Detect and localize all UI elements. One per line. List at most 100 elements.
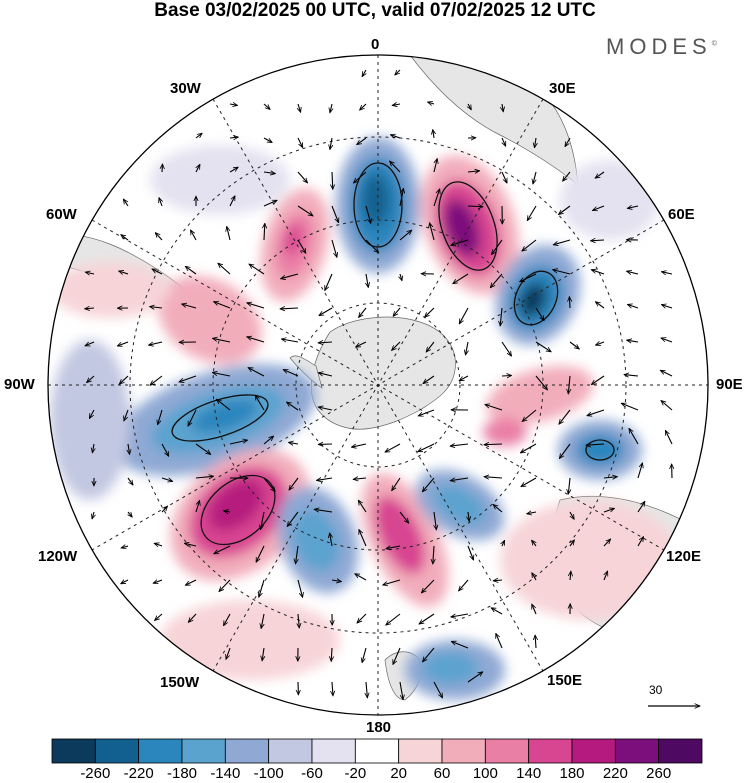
wind-arrow — [521, 477, 537, 487]
wind-arrow — [502, 103, 503, 112]
wind-arrow — [287, 511, 299, 526]
center-positive-165e — [374, 496, 426, 574]
wind-arrow — [318, 407, 333, 411]
colorbar-swatch — [571, 738, 616, 764]
wind-arrow — [249, 264, 265, 275]
colorbar-label: -20 — [344, 765, 367, 782]
wind-arrow — [182, 304, 197, 309]
wind-arrow — [400, 273, 402, 281]
wind-arrow — [262, 647, 264, 661]
wind-arrow — [195, 443, 211, 454]
colorbar-label: -260 — [80, 765, 111, 782]
wind-arrow — [385, 443, 401, 452]
wind-arrow — [553, 239, 571, 245]
wind-arrow — [399, 230, 412, 241]
brand-logo: MODES© — [606, 34, 717, 60]
wind-arrow — [158, 409, 163, 425]
wind-arrow — [467, 545, 474, 560]
wind-arrow — [426, 341, 435, 352]
wind-arrow — [161, 477, 173, 481]
wind-arrow — [433, 545, 434, 564]
wind-arrow — [501, 341, 512, 356]
wind-arrow — [87, 375, 95, 383]
lon-label-upper-left: 60W — [46, 206, 77, 223]
wind-arrow — [664, 430, 673, 445]
wind-arrow — [535, 307, 544, 321]
wind-arrow — [281, 339, 299, 343]
wind-arrow — [128, 511, 132, 517]
wind-arrow — [531, 604, 537, 615]
wind-arrow — [428, 102, 435, 104]
wind-arrow — [127, 477, 133, 485]
wind-arrow — [399, 188, 404, 207]
wind-arrow — [568, 477, 570, 494]
wind-arrow — [553, 270, 571, 275]
wind-arrow — [152, 268, 163, 275]
wind-arrow — [366, 681, 367, 698]
colorbar-label: 20 — [390, 765, 407, 782]
weak-negative-45w-band — [150, 145, 290, 215]
colorbar-label: 140 — [516, 765, 542, 782]
wind-arrow — [433, 130, 434, 139]
wind-arrow — [117, 341, 129, 346]
wind-arrow — [124, 409, 129, 421]
wind-arrow — [520, 273, 537, 283]
wind-arrow — [365, 205, 371, 223]
center-negative-145e — [434, 485, 486, 525]
lon-label-right: 90E — [716, 376, 743, 393]
wind-arrow — [296, 545, 299, 564]
wind-arrow — [569, 297, 570, 309]
wind-arrow — [430, 223, 435, 241]
wind-arrow — [297, 205, 313, 216]
wind-arrow — [360, 103, 367, 110]
wind-arrow — [467, 171, 480, 172]
wind-arrow — [459, 375, 469, 382]
lon-label-upper-right: 60E — [668, 206, 695, 223]
wind-arrow — [314, 509, 333, 512]
wind-arrow — [318, 342, 333, 343]
wind-arrow — [490, 273, 503, 288]
wind-arrow — [522, 239, 537, 251]
wind-arrow — [451, 641, 469, 649]
wind-arrow — [621, 403, 639, 411]
wind-arrow — [216, 399, 231, 411]
wind-arrow — [390, 135, 401, 138]
wind-arrow — [229, 196, 236, 207]
wind-arrow — [390, 161, 401, 173]
wind-arrow — [92, 443, 94, 453]
brand-mark: © — [711, 40, 717, 48]
wind-arrow — [297, 239, 306, 253]
wind-arrow — [226, 647, 231, 659]
wind-arrow — [283, 368, 299, 377]
wind-arrow — [485, 404, 503, 411]
wind-arrow — [162, 164, 163, 173]
colorbar-swatch — [354, 738, 400, 764]
wind-arrow — [362, 647, 367, 663]
wind-arrow — [331, 239, 337, 257]
wind-arrow — [629, 428, 639, 445]
wind-arrow — [155, 613, 163, 620]
wind-arrow — [451, 613, 469, 617]
wind-arrow — [229, 137, 238, 138]
wind-arrow — [433, 159, 437, 173]
center-negative-150w — [292, 509, 340, 571]
wind-arrow — [419, 613, 435, 624]
wind-arrow — [356, 341, 367, 348]
wind-arrow — [351, 443, 367, 447]
colorbar-label: -100 — [253, 765, 284, 782]
colorbar-swatch — [51, 738, 96, 764]
colorbar-label: 260 — [646, 765, 672, 782]
wind-arrow — [161, 506, 168, 513]
wind-arrow — [358, 500, 367, 513]
lon-label-bottom-right: 150E — [547, 672, 583, 689]
wind-arrow — [318, 373, 333, 377]
wind-arrow — [421, 579, 435, 593]
wind-arrow — [354, 171, 367, 183]
wind-arrow — [637, 463, 643, 479]
colorbar-label: 220 — [602, 765, 628, 782]
wind-arrow — [399, 511, 409, 523]
lon-label-lower-left: 120W — [38, 548, 78, 565]
wind-arrow — [188, 613, 197, 622]
center-negative-55e — [519, 282, 547, 318]
wind-arrow — [185, 266, 197, 275]
